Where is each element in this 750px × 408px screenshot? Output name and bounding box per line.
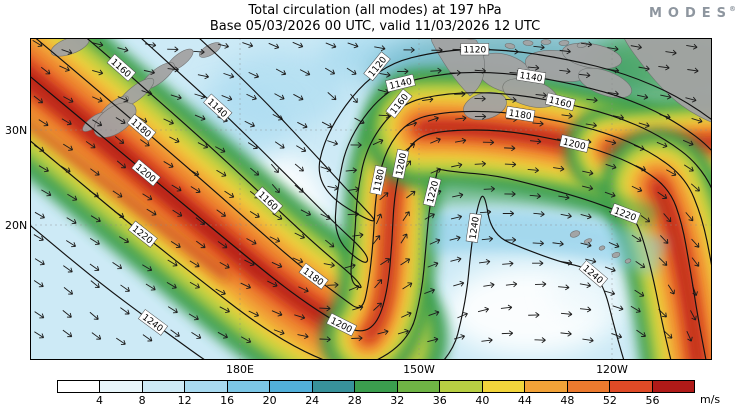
colorbar-cell [440, 381, 483, 392]
colorbar-cell [525, 381, 568, 392]
contour-label: 1180 [369, 165, 388, 196]
svg-text:1240: 1240 [469, 216, 482, 240]
contour-label: 1140 [516, 68, 547, 85]
contour-label: 1240 [465, 212, 482, 243]
colorbar-tick-label: 52 [602, 394, 617, 407]
colorbar-cell [270, 381, 313, 392]
lon-label-150w: 150W [403, 363, 435, 376]
lat-label-20n: 20N [5, 219, 28, 232]
colorbar-tick-label: 48 [560, 394, 575, 407]
colorbar-cell [652, 381, 695, 392]
colorbar-tick-label: 56 [645, 394, 660, 407]
colorbar-cell [100, 381, 143, 392]
colorbar-tick-label: 16 [220, 394, 235, 407]
colorbar-cell [227, 381, 271, 392]
svg-text:1140: 1140 [519, 71, 543, 85]
colorbar-tick-label: 8 [138, 394, 146, 407]
svg-text:1200: 1200 [395, 152, 409, 177]
colorbar-tick-label: 12 [177, 394, 192, 407]
colorbar-cell [610, 381, 653, 392]
colorbar-unit: m/s [700, 393, 721, 406]
lon-label-120w: 120W [596, 363, 628, 376]
colorbar-cell [355, 381, 398, 392]
colorbar-tick-label: 28 [347, 394, 362, 407]
colorbar [57, 380, 695, 393]
colorbar-cell [142, 381, 186, 392]
lon-label-180e: 180E [226, 363, 254, 376]
colorbar-cell [185, 381, 228, 392]
colorbar-cell [567, 381, 611, 392]
svg-text:1180: 1180 [373, 168, 387, 193]
colorbar-cell [397, 381, 441, 392]
colorbar-tick-label: 20 [262, 394, 277, 407]
contour-label: 1180 [505, 105, 536, 123]
colorbar-tick-label: 44 [517, 394, 532, 407]
colorbar-tick-label: 36 [432, 394, 447, 407]
colorbar-cell [312, 381, 356, 392]
modes-logo-text: MODES [648, 6, 732, 21]
svg-text:1120: 1120 [463, 46, 486, 56]
registered-mark-icon: ® [729, 5, 736, 13]
colorbar-tick-label: 32 [390, 394, 405, 407]
contour-label: 1200 [391, 148, 410, 180]
colorbar-ticks: 4 8 12 16 20 24 28 32 36 40 44 48 52 56 [57, 394, 695, 408]
colorbar-tick-label: 24 [305, 394, 320, 407]
chart-subtitle: Base 05/03/2026 00 UTC, valid 11/03/2026… [209, 19, 541, 34]
colorbar-tick-label: 4 [96, 394, 104, 407]
colorbar-cell [482, 381, 526, 392]
modes-logo: MODES® [649, 5, 736, 21]
colorbar-tick-label: 40 [475, 394, 490, 407]
svg-text:1180: 1180 [508, 109, 532, 123]
contour-label: 1200 [326, 312, 358, 337]
chart-title: Total circulation (all modes) at 197 hPa [248, 3, 502, 18]
lat-label-30n: 30N [5, 124, 28, 137]
contour-label: 1120 [460, 43, 490, 56]
colorbar-cell [58, 381, 101, 392]
